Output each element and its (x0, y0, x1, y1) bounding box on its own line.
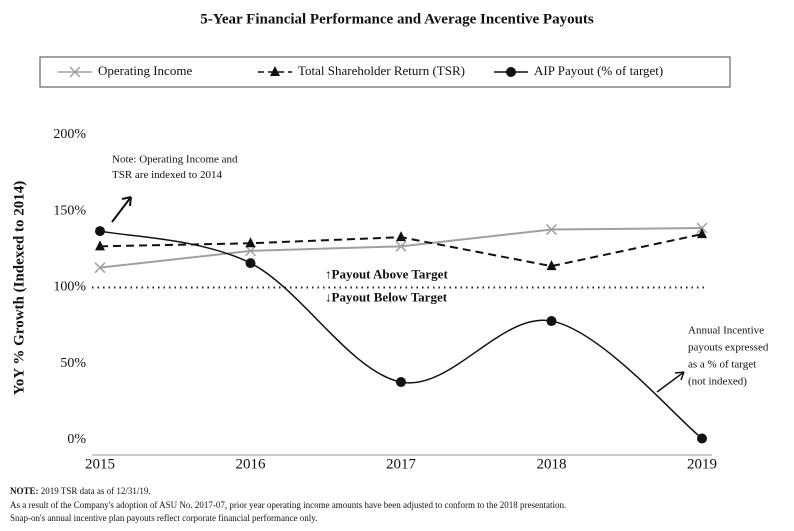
marker (506, 67, 516, 77)
marker (697, 228, 707, 239)
marker (244, 245, 257, 257)
x-tick-label: 2015 (85, 456, 115, 472)
marker (395, 240, 407, 252)
marker (546, 260, 557, 271)
x-tick-label: 2017 (386, 456, 417, 472)
note-line: NOTE: 2019 TSR data as of 12/31/19. (10, 486, 151, 496)
marker (95, 240, 105, 251)
marker (245, 237, 256, 248)
marker (69, 66, 81, 78)
marker (545, 224, 558, 236)
y-tick-label: 0% (67, 432, 86, 447)
note-text: 2019 TSR data as of 12/31/19. (41, 486, 151, 496)
legend-label: AIP Payout (% of target) (534, 63, 663, 78)
marker (697, 433, 707, 444)
marker (546, 316, 557, 327)
marker (396, 377, 406, 388)
y-tick-label: 200% (53, 127, 86, 142)
notes: NOTE: 2019 TSR data as of 12/31/19. As a… (10, 486, 566, 523)
marker (396, 231, 406, 242)
marker (95, 226, 105, 237)
note-line: Snap-on's annual incentive plan payouts … (10, 513, 317, 523)
series-line (99, 230, 703, 440)
x-tick-label: 2019 (687, 456, 717, 472)
x-tick-label: 2018 (537, 456, 567, 472)
annotation: Note: Operating Income and (112, 154, 238, 166)
legend-box (39, 56, 731, 88)
chart-title: 5-Year Financial Performance and Average… (200, 11, 594, 27)
note-label: NOTE: (10, 486, 39, 496)
annotation: payouts expressed (688, 342, 769, 354)
annotation-arrow (111, 196, 132, 223)
annotation: TSR are indexed to 2014 (112, 169, 222, 181)
annotation: as a % of target (688, 359, 756, 371)
marker (245, 258, 256, 269)
y-tick-label: 100% (53, 280, 86, 295)
x-tick-label: 2016 (236, 456, 267, 472)
legend-label: Operating Income (98, 63, 192, 78)
marker (270, 66, 280, 76)
annotation: (not indexed) (688, 376, 747, 388)
y-tick-label: 50% (60, 356, 86, 371)
reference-label: ↑Payout Above Target (325, 266, 448, 281)
note-line: As a result of the Company's adoption of… (10, 500, 566, 510)
marker (696, 222, 708, 234)
annotation-arrow (656, 371, 685, 393)
legend-label: Total Shareholder Return (TSR) (298, 63, 465, 78)
y-tick-label: 150% (53, 203, 86, 218)
y-axis-label: YoY % Growth (Indexed to 2014) (11, 181, 27, 396)
reference-label: ↓Payout Below Target (325, 289, 448, 304)
marker (94, 262, 106, 274)
annotation: Annual Incentive (688, 325, 764, 337)
